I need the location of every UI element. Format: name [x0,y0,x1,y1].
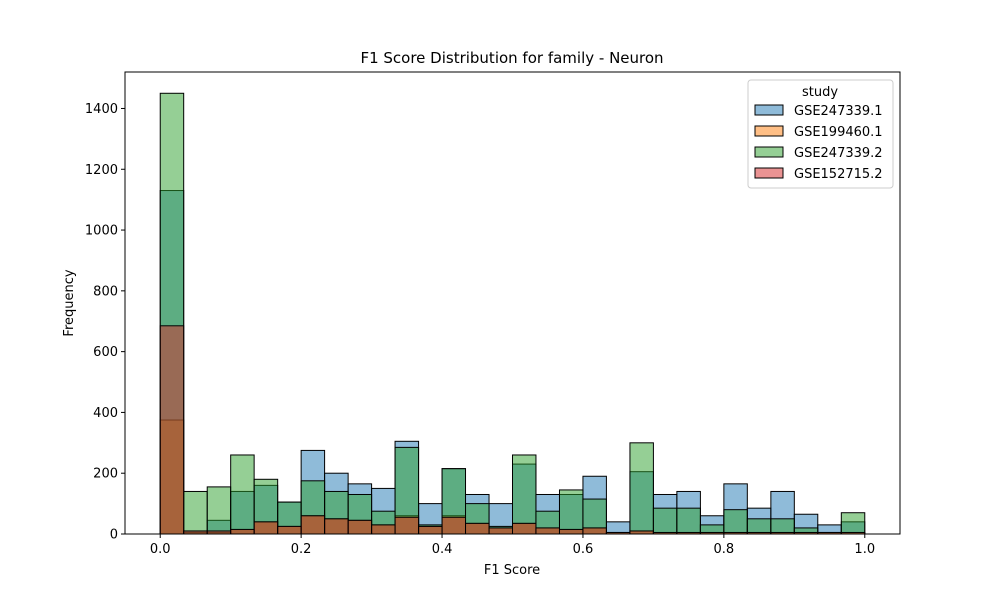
bar-GSE152715-2-bin-16 [535,527,560,535]
legend-label-GSE247339-1: GSE247339.1 [794,104,883,119]
y-tick-label: 600 [93,345,118,360]
bar-GSE247339-2-bin-21 [652,507,678,535]
bar-GSE152715-2-bin-18 [582,527,607,535]
bar-GSE152715-2-bin-0 [159,325,185,535]
legend-label-GSE152715-2: GSE152715.2 [794,167,883,182]
bar-GSE247339-2-bin-17 [558,489,584,535]
x-tick-label: 0.2 [291,542,312,557]
bar-GSE152715-2-bin-15 [512,522,537,535]
y-tick-label: 400 [93,406,118,421]
x-tick-label: 0.0 [150,542,171,557]
bar-GSE152715-2-bin-14 [488,527,514,535]
x-axis: 0.0 0.2 0.4 0.6 0.8 1.0 [150,534,875,557]
legend-box [747,79,894,189]
bar-GSE152715-2-bin-4 [253,521,279,535]
bar-GSE152715-2-bin-7 [324,518,349,535]
x-axis-label: F1 Score [484,563,540,578]
y-tick-label: 0 [110,528,118,543]
y-tick-label: 1200 [85,163,118,178]
bar-GSE152715-2-bin-5 [277,525,302,535]
legend-title: study [802,85,838,100]
bar-GSE152715-2-bin-12 [441,516,467,535]
legend-swatch-GSE199460-1 [754,125,784,137]
bar-GSE152715-2-bin-3 [230,528,255,535]
bar-GSE152715-2-bin-10 [394,516,420,535]
x-tick-label: 0.6 [573,542,594,557]
chart-title: F1 Score Distribution for family - Neuro… [360,49,663,67]
y-tick-label: 1400 [85,102,118,117]
x-tick-label: 1.0 [854,542,875,557]
bar-GSE152715-2-bin-17 [558,528,584,535]
bar-GSE247339-2-bin-15 [512,454,537,535]
y-tick-label: 200 [93,467,118,482]
legend-swatch-GSE152715-2 [754,167,784,179]
bar-GSE247339-2-bin-29 [840,512,866,535]
bar-GSE152715-2-bin-11 [418,525,443,535]
legend-entries: GSE247339.1 GSE199460.1 GSE247339.2 GSE1527… [754,104,883,182]
bar-GSE247339-2-bin-24 [723,509,748,535]
legend-label-GSE199460-1: GSE199460.1 [794,125,883,140]
x-tick-label: 0.8 [714,542,735,557]
bar-GSE247339-2-bin-1 [183,490,208,535]
y-tick-label: 1000 [85,224,118,239]
legend-swatch-GSE247339-2 [754,146,784,158]
bar-GSE152715-2-bin-13 [465,522,490,535]
legend-label-GSE247339-2: GSE247339.2 [794,146,883,161]
bar-GSE247339-2-bin-26 [770,518,795,535]
x-tick-label: 0.4 [432,542,453,557]
bar-GSE152715-2-bin-8 [347,519,373,535]
legend: study GSE247339.1GSE199460.1GSE247339.2G… [747,79,894,189]
y-axis: 0 200 400 600 800 1000 1200 1400 [85,102,125,543]
bar-GSE247339-2-bin-20 [629,442,654,535]
plot-frame [124,71,901,535]
bar-GSE152715-2-bin-6 [300,515,326,535]
y-axis-label: Frequency [62,269,77,336]
bars-layer [159,92,866,535]
bar-GSE152715-2-bin-9 [371,524,396,535]
bar-GSE247339-2-bin-22 [676,507,701,535]
bar-GSE247339-2-bin-2 [206,486,232,535]
legend-swatch-GSE247339-1 [754,104,784,116]
bar-GSE247339-2-bin-3 [230,454,255,535]
bar-GSE247339-2-bin-25 [746,518,772,535]
y-tick-label: 800 [93,284,118,299]
